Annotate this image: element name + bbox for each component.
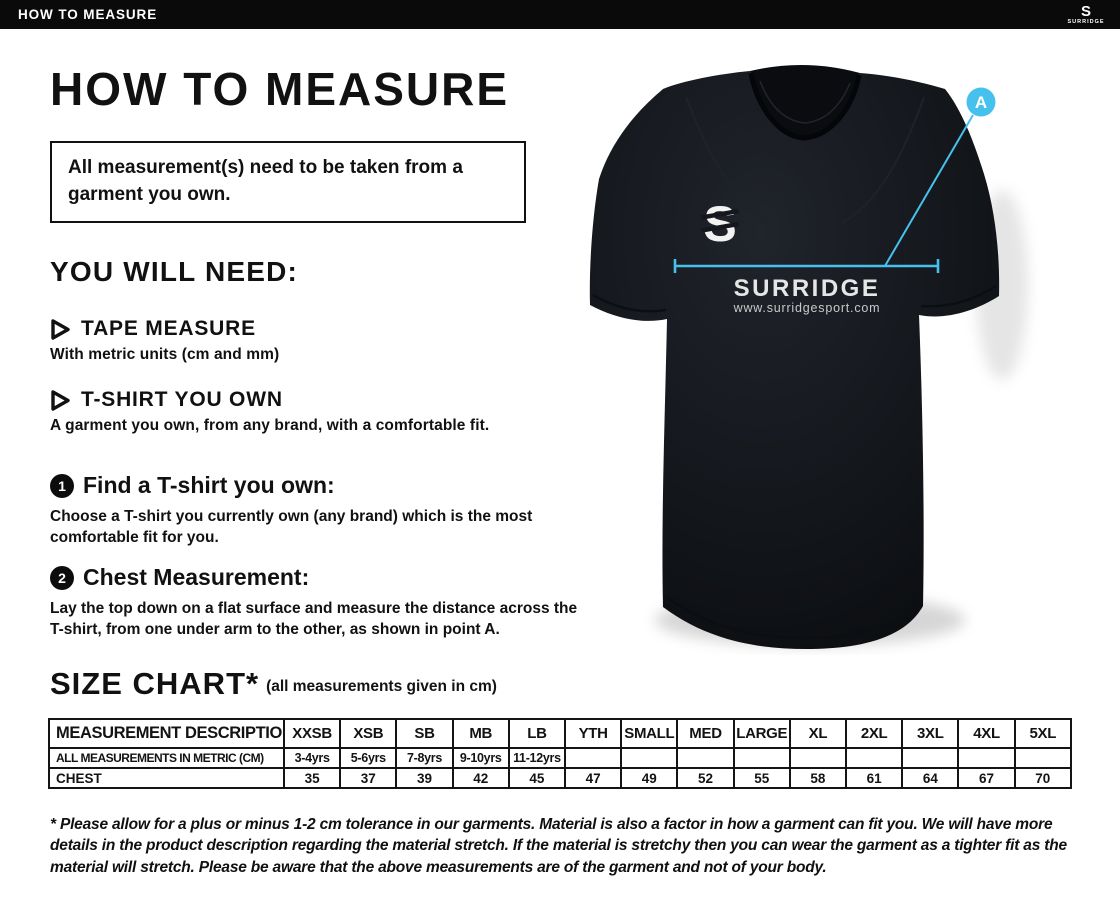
need-item-desc: A garment you own, from any brand, with … [50,417,490,434]
collar-inner-rim [759,80,851,124]
column-header-size: SB [395,718,454,749]
shirt-website-text: www.surridgesport.com [733,301,881,315]
table-row: CHEST 35 37 39 42 45 47 49 52 55 58 61 64 67 70 [48,767,1073,789]
you-will-need-heading: YOU WILL NEED: [50,256,299,287]
size-value-cell: 49 [620,767,679,789]
row-label: ALL MEASUREMENTS IN METRIC (CM) [48,747,285,769]
size-value-cell [732,747,791,769]
bottom-hem-seam [664,595,923,640]
size-value-cell: 55 [732,767,791,789]
sleeve-hem-seam-left [592,293,667,313]
tolerance-footnote: * Please allow for a plus or minus 1-2 c… [50,816,1067,876]
size-value-cell: 47 [564,767,623,789]
tshirt-graphic: S SURRIDGE www.surridgesport.com A [570,55,1040,655]
column-header-size: XL [788,718,848,749]
step-number-badge: 2 [50,565,74,590]
size-chart-title: SIZE CHART* [50,666,260,701]
surridge-logo: S SURRIDGE [1064,1,1108,28]
table-row: ALL MEASUREMENTS IN METRIC (CM) 3-4yrs 5-6… [48,747,1073,769]
step-2-title-row: 2 Chest Measurement: [50,564,309,591]
size-value-cell [957,747,1016,769]
page-title: HOW TO MEASURE [50,63,510,115]
notice-box: All measurement(s) need to be taken from… [50,141,526,223]
step-1-description: Choose a T-shirt you currently own (any … [50,508,533,547]
top-bar: HOW TO MEASURE S SURRIDGE [0,0,1120,29]
step-title: Chest Measurement: [83,564,310,590]
column-header-size: SMALL [620,718,679,749]
size-chart-table-container: MEASUREMENT DESCRIPTION XXSB XSB SB MB LB YTH S… [48,718,1073,789]
size-chart-heading: SIZE CHART* (all measurements given in cm… [50,666,497,702]
size-value-cell: 11-12yrs [507,747,567,769]
column-header-size: 3XL [901,718,960,749]
tshirt-body [589,71,1000,649]
size-value-cell [620,747,679,769]
step-1-title-row: 1 Find a T-shirt you own: [50,472,335,499]
sleeve-hem-seam-right [920,284,997,308]
size-chart-subtitle: (all measurements given in cm) [266,678,497,695]
size-value-cell: 58 [788,767,848,789]
size-value-cell: 45 [507,767,567,789]
tshirt-collar [750,64,860,139]
step-number-badge: 1 [50,473,74,498]
shirt-brand-wordmark: SURRIDGE [734,275,881,302]
surridge-logo-wordmark: SURRIDGE [1067,18,1105,25]
triangle-bullet-icon [51,318,70,340]
column-header-size: LARGE [732,718,791,749]
size-value-cell: 37 [339,767,398,789]
shoulder-seam-right [841,96,925,224]
size-chart-table: MEASUREMENT DESCRIPTION XXSB XSB SB MB LB YTH S… [48,718,1073,789]
surridge-s-icon: S [700,196,740,252]
triangle-bullet-icon [51,389,70,411]
need-item-tape-measure: TAPE MEASURE [50,317,256,341]
top-bar-title: HOW TO MEASURE [18,7,158,22]
collar-band-seam [748,72,862,141]
size-value-cell: 64 [901,767,960,789]
size-value-cell: 67 [957,767,1016,789]
svg-text:A: A [975,93,987,112]
column-header-size: YTH [564,718,623,749]
size-value-cell: 70 [1013,767,1073,789]
column-header-description: MEASUREMENT DESCRIPTION [48,718,285,749]
need-item-title: TAPE MEASURE [81,317,256,340]
need-item-tshirt: T-SHIRT YOU OWN [50,388,283,412]
size-value-cell [1013,747,1073,769]
column-header-size: XXSB [282,718,342,749]
column-header-size: 5XL [1013,718,1073,749]
need-item-title: T-SHIRT YOU OWN [81,388,283,411]
row-label: CHEST [48,767,285,789]
need-item-desc: With metric units (cm and mm) [50,346,280,363]
size-value-cell: 39 [395,767,454,789]
size-value-cell: 9-10yrs [451,747,510,769]
tshirt-illustration: S SURRIDGE www.surridgesport.com A [589,64,1028,649]
column-header-size: MED [676,718,735,749]
step-2-description: Lay the top down on a flat surface and m… [50,600,578,639]
size-value-cell [901,747,960,769]
size-value-cell [788,747,848,769]
column-header-size: MB [451,718,510,749]
column-header-size: 2XL [845,718,904,749]
surridge-s-icon: S [1080,2,1091,20]
chest-measurement-line [673,114,974,273]
size-value-cell: 61 [845,767,904,789]
size-value-cell [676,747,735,769]
size-value-cell [845,747,904,769]
size-value-cell: 52 [676,767,735,789]
size-value-cell: 7-8yrs [395,747,454,769]
size-value-cell: 5-6yrs [339,747,398,769]
column-header-size: XSB [339,718,398,749]
point-a-marker: A [966,87,996,117]
size-value-cell: 35 [282,767,342,789]
step-title: Find a T-shirt you own: [83,472,335,498]
column-header-size: 4XL [957,718,1016,749]
shoulder-seam-left [685,96,771,224]
size-value-cell [564,747,623,769]
column-header-size: LB [507,718,567,749]
size-value-cell: 3-4yrs [282,747,342,769]
size-value-cell: 42 [451,767,510,789]
